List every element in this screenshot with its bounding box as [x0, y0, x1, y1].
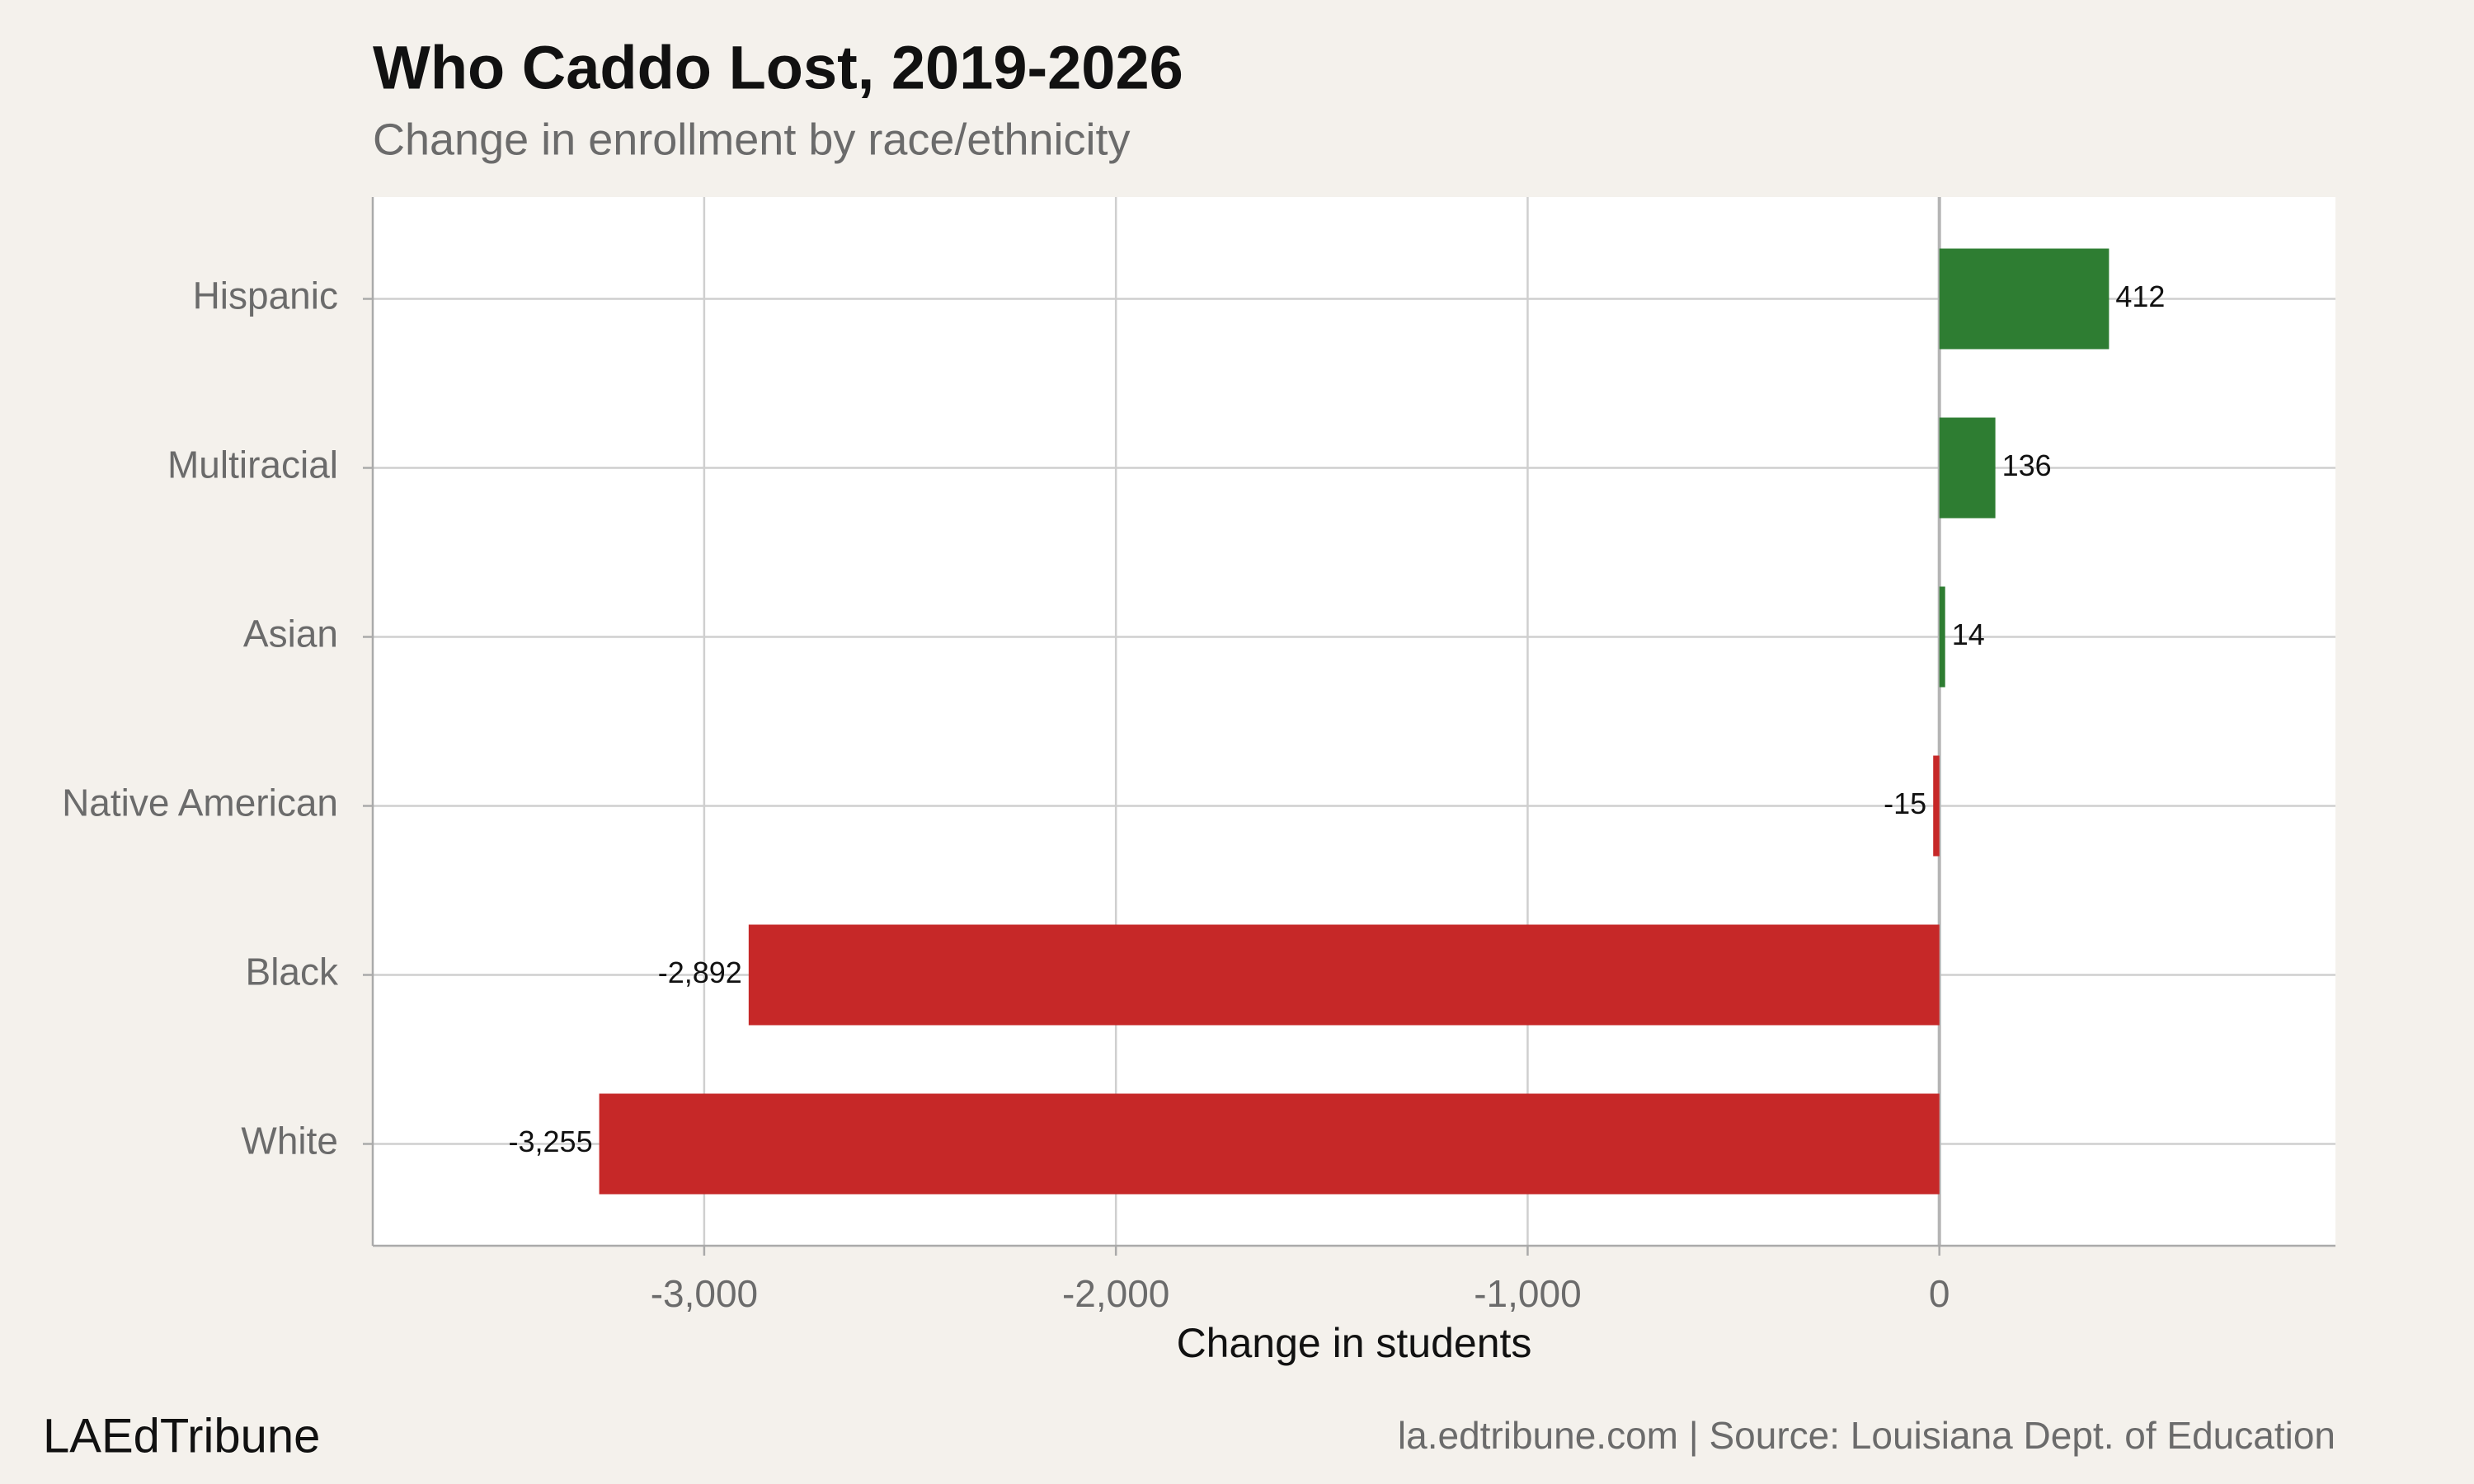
x-tick-label: -3,000 — [651, 1272, 758, 1315]
bar — [1939, 417, 1996, 519]
bar — [599, 1093, 1940, 1195]
bar — [1933, 755, 1940, 857]
bar — [1939, 248, 2109, 350]
y-tick-label: Hispanic — [193, 275, 338, 317]
x-tick-label: -2,000 — [1062, 1272, 1169, 1315]
value-label: -15 — [1884, 787, 1926, 820]
bar — [748, 924, 1940, 1026]
y-tick-label: Native American — [62, 782, 338, 824]
y-tick-label: Black — [246, 951, 339, 993]
x-tick-label: -1,000 — [1474, 1272, 1581, 1315]
brand: LAEdTribune — [43, 1409, 320, 1463]
x-tick-label: 0 — [1929, 1272, 1950, 1315]
plot-area — [373, 197, 2335, 1246]
y-tick-label: Asian — [243, 613, 338, 655]
value-label: 412 — [2115, 279, 2165, 313]
y-tick-label: White — [241, 1120, 338, 1162]
source-note: la.edtribune.com | Source: Louisiana Dep… — [1398, 1414, 2335, 1457]
x-axis-label: Change in students — [1177, 1320, 1532, 1366]
value-label: 14 — [1952, 618, 1985, 651]
value-label: -2,892 — [658, 956, 742, 989]
value-label: -3,255 — [509, 1125, 593, 1158]
chart-subtitle: Change in enrollment by race/ethnicity — [373, 115, 1131, 164]
y-tick-label: Multiracial — [167, 444, 338, 486]
chart-title: Who Caddo Lost, 2019-2026 — [373, 34, 1183, 102]
bar — [1939, 586, 1945, 688]
value-label: 136 — [2002, 448, 2052, 482]
